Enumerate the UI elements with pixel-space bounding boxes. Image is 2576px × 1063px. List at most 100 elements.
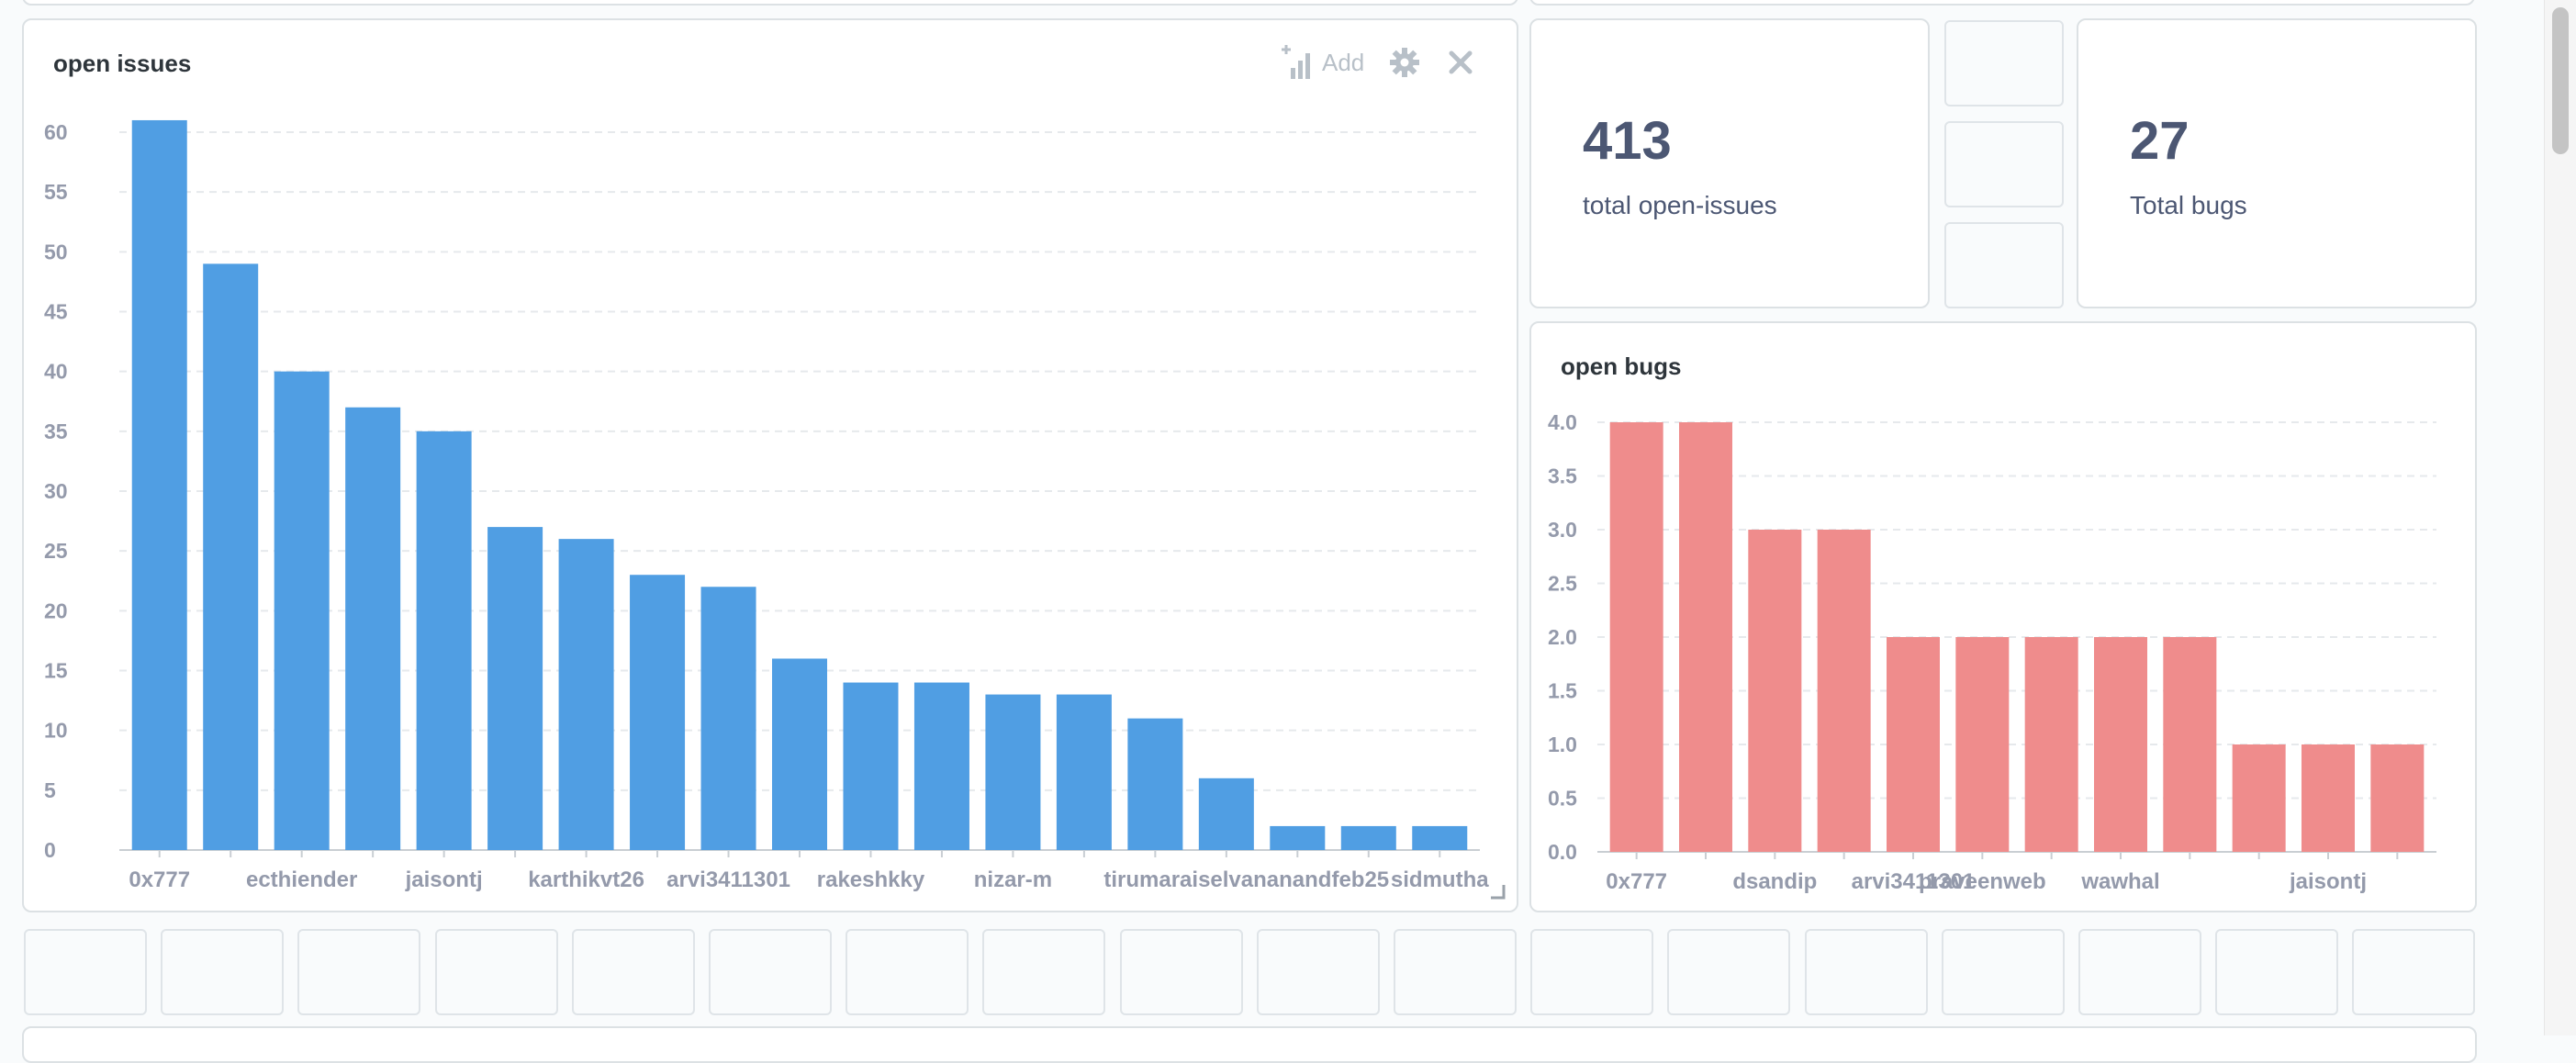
bar[interactable] [772,658,827,850]
add-series-button[interactable]: Add [1278,42,1364,83]
grid-placeholder [709,929,832,1015]
open-issues-chart: 0 5 10 15 20 25 30 35 40 45 50 55 60 0x777 ecthiender j… [44,119,1489,892]
card-actions: Add [1278,42,1474,83]
bar[interactable] [558,539,614,850]
grid-placeholder [24,929,147,1015]
y-tick-label: 0.5 [1548,787,1577,811]
bar[interactable] [2094,637,2147,852]
bar[interactable] [2370,744,2425,852]
grid-placeholder [846,929,969,1015]
x-tick-label: jaisontj [405,867,483,892]
open-bugs-card[interactable]: open bugs 0.0 0.5 1.0 1.5 2.0 2.5 3.0 3.5 4.0 0x7… [1529,321,2477,912]
y-tick-label: 2.0 [1548,625,1577,649]
total-bugs-label[interactable]: Total bugs [2130,191,2247,219]
x-tick-label: karthikvt26 [528,867,644,892]
bar[interactable] [1955,637,2010,852]
resize-handle-icon[interactable] [1489,883,1507,901]
y-tick-label: 0 [44,838,56,862]
open-issues-title[interactable]: open issues [53,50,192,77]
open-issues-card[interactable]: open issues Add [22,18,1518,912]
bottom-card-partial [22,1026,2477,1063]
bar[interactable] [1270,825,1326,850]
bar[interactable] [1198,778,1254,850]
total-open-issues-card[interactable]: 413 total open-issues [1529,18,1930,308]
x-tick-label: praveenweb [1919,869,2046,894]
bar[interactable] [985,694,1041,850]
y-tick-label: 40 [44,360,68,384]
y-tick-label: 10 [44,719,68,743]
bar[interactable] [416,431,472,850]
bar[interactable] [843,682,899,850]
add-series-label: Add [1322,48,1365,76]
bar[interactable] [1817,530,1871,852]
x-tick-label: wawhal [2080,869,2159,894]
y-tick-label: 30 [44,479,68,503]
grid-placeholder [161,929,285,1015]
y-tick-label: 1.0 [1548,733,1577,756]
grid-placeholder [1804,929,1928,1015]
y-tick-label: 50 [44,240,68,263]
bar[interactable] [1887,637,1940,852]
bar[interactable] [345,407,401,850]
grid-placeholder [1530,929,1654,1015]
x-tick-label: nizar-m [974,867,1052,892]
top-card-partial-right [1529,0,2475,6]
y-tick-label: 60 [44,120,68,144]
x-tick-label: tirumaraiselvananandfeb25 [1103,867,1389,892]
bar[interactable] [1748,530,1802,852]
bar[interactable] [1609,422,1663,852]
y-tick-label: 1.5 [1548,679,1577,703]
top-card-partial [22,0,1518,6]
bar[interactable] [2302,744,2355,852]
open-bugs-title[interactable]: open bugs [1561,352,1682,380]
open-bugs-chart: 0.0 0.5 1.0 1.5 2.0 2.5 3.0 3.5 4.0 0x777 dsandip a… [1548,410,2436,894]
settings-button[interactable] [1388,46,1421,79]
bar[interactable] [131,119,187,850]
grid-placeholder [2352,929,2476,1015]
grid-placeholder [982,929,1106,1015]
bar[interactable] [2232,744,2286,852]
y-tick-label: 5 [44,778,56,802]
scrollbar-thumb[interactable] [2552,7,2569,154]
total-open-issues-value: 413 [1583,111,1672,171]
y-tick-label: 15 [44,659,68,683]
x-tick-label: arvi3411301 [1852,869,1976,894]
page-scrollbar[interactable] [2544,0,2576,1035]
total-bugs-value: 27 [2130,111,2190,171]
bar[interactable] [203,263,259,850]
grid-placeholder [571,929,695,1015]
bar[interactable] [2024,637,2078,852]
bar[interactable] [1412,825,1468,850]
grid-placeholder [1119,929,1243,1015]
bar[interactable] [913,682,969,850]
bar[interactable] [630,575,686,850]
bar[interactable] [1127,718,1183,850]
bar[interactable] [1679,422,1732,852]
bar[interactable] [700,587,756,850]
grid-placeholder [2078,929,2201,1015]
total-bugs-card[interactable]: 27 Total bugs [2077,18,2477,308]
add-series-icon [1282,45,1310,79]
bar[interactable] [274,371,330,851]
y-tick-label: 2.5 [1548,572,1577,596]
total-open-issues-label[interactable]: total open-issues [1583,191,1777,219]
close-button[interactable] [1447,49,1474,76]
bar[interactable] [2163,637,2217,852]
grid-placeholder [1941,929,2065,1015]
y-tick-label: 45 [44,300,68,324]
gear-icon [1390,48,1420,77]
y-tick-label: 4.0 [1548,410,1577,434]
grid-placeholder [1944,121,2064,207]
y-tick-label: 35 [44,420,68,443]
y-tick-label: 3.5 [1548,464,1577,488]
grid-placeholder [1944,20,2064,106]
bar[interactable] [487,527,543,850]
grid-placeholder [297,929,421,1015]
x-tick-label: dsandip [1732,869,1817,894]
grid-placeholder [1256,929,1380,1015]
grid-placeholder [434,929,558,1015]
y-tick-label: 20 [44,599,68,622]
x-tick-label: sidmutha [1391,867,1489,892]
bar[interactable] [1056,694,1112,850]
bar[interactable] [1340,825,1396,850]
